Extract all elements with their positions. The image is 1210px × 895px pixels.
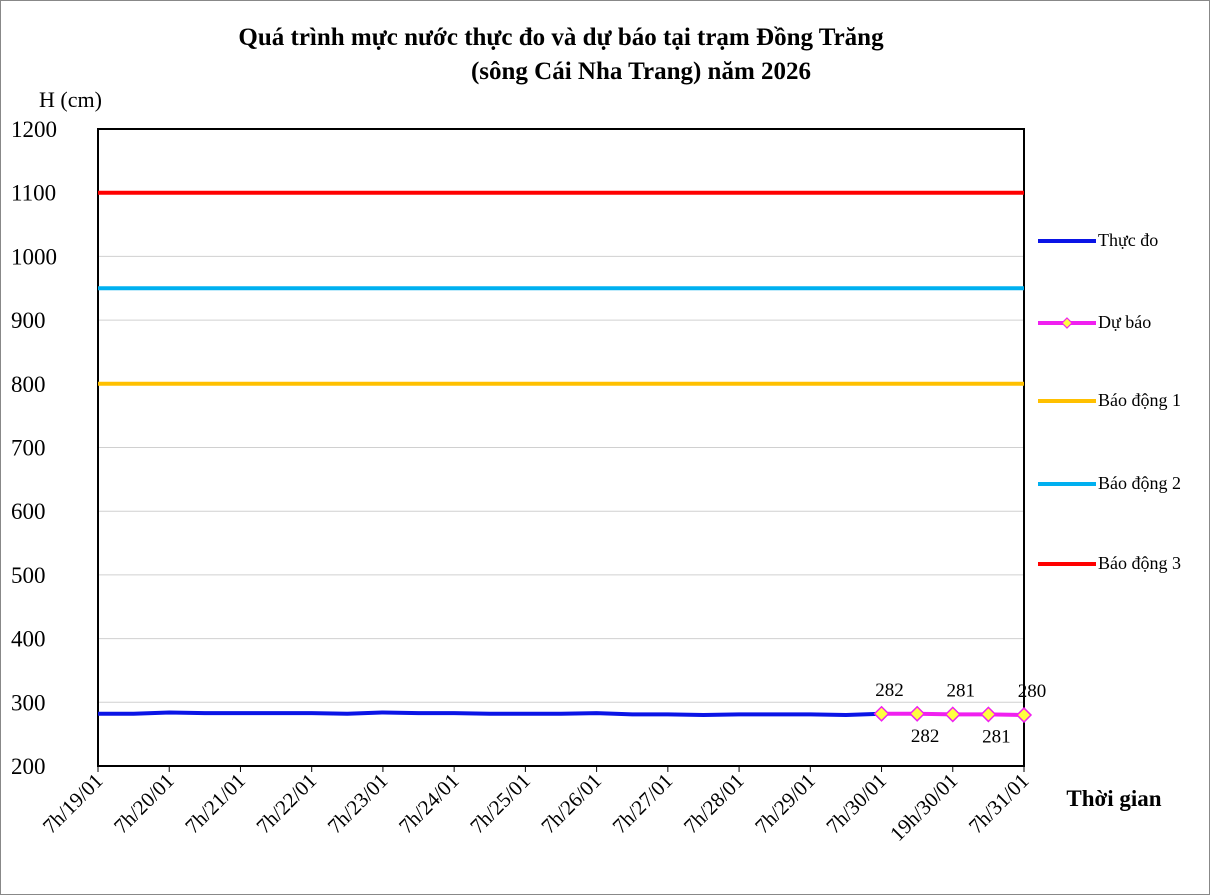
marker — [909, 705, 926, 722]
data-label: 282 — [911, 726, 940, 747]
y-axis-label: H (cm) — [39, 87, 102, 112]
x-tick-label: 7h/29/01 — [750, 769, 820, 839]
y-tick-label: 200 — [11, 754, 46, 779]
marker — [873, 705, 890, 722]
legend-label: Dự báo — [1098, 312, 1152, 332]
x-tick-label: 19h/30/01 — [885, 769, 962, 846]
x-axis-label: Thời gian — [1066, 786, 1161, 811]
marker — [980, 706, 997, 723]
x-tick-label: 7h/21/01 — [180, 769, 250, 839]
x-tick-label: 7h/25/01 — [465, 769, 535, 839]
x-tick-label: 7h/26/01 — [536, 769, 606, 839]
x-tick-label: 7h/28/01 — [679, 769, 749, 839]
y-tick-label: 500 — [11, 563, 46, 588]
y-tick-label: 1200 — [11, 117, 57, 142]
y-tick-label: 700 — [11, 436, 46, 461]
marker — [1015, 706, 1033, 724]
legend-label: Báo động 3 — [1098, 553, 1181, 573]
y-tick-label: 1100 — [11, 181, 56, 206]
x-tick-label: 7h/27/01 — [608, 769, 678, 839]
x-tick-label: 7h/22/01 — [251, 769, 321, 839]
series-line — [98, 710, 882, 718]
chart-title: Quá trình mực nước thực đo và dự báo tại… — [238, 24, 884, 51]
x-tick-label: 7h/19/01 — [38, 769, 108, 839]
y-tick-label: 900 — [11, 308, 46, 333]
chart-title: (sông Cái Nha Trang) năm 2026 — [471, 58, 811, 85]
x-tick-label: 7h/30/01 — [821, 769, 891, 839]
y-tick-label: 400 — [11, 627, 46, 652]
legend-marker — [1061, 317, 1073, 329]
legend-label: Thực đo — [1098, 230, 1159, 250]
legend-label: Báo động 2 — [1098, 473, 1181, 493]
y-tick-label: 300 — [11, 690, 46, 715]
y-tick-label: 600 — [11, 499, 46, 524]
x-tick-label: 7h/31/01 — [964, 769, 1034, 839]
x-tick-label: 7h/24/01 — [394, 769, 464, 839]
y-tick-label: 800 — [11, 372, 46, 397]
data-label: 280 — [1018, 681, 1047, 702]
legend-label: Báo động 1 — [1098, 390, 1181, 410]
data-label: 282 — [875, 680, 904, 701]
x-tick-label: 7h/23/01 — [323, 769, 393, 839]
y-tick-label: 1000 — [11, 244, 57, 269]
plot-border — [97, 128, 1025, 767]
data-label: 281 — [947, 680, 976, 701]
data-label: 281 — [982, 726, 1011, 747]
marker — [944, 706, 961, 723]
x-tick-label: 7h/20/01 — [109, 769, 179, 839]
